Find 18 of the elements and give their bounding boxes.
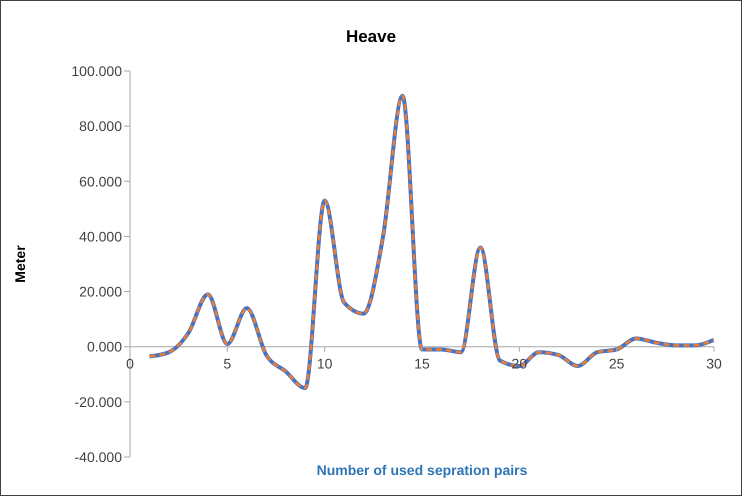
chart-title: Heave [344,27,398,47]
x-tick-label: 10 [316,356,333,372]
y-tick-label: 100.000 [71,62,122,79]
y-tick-label: 80.000 [79,118,122,134]
x-tick-label: 30 [706,356,722,372]
y-tick-label: 20.000 [79,284,122,300]
x-tick-label: 0 [126,356,134,372]
y-axis-title: Meter [12,244,28,283]
x-tick-label: 25 [608,356,625,372]
y-tick-label: -40.000 [74,448,122,465]
y-tick-label: 0.000 [86,338,122,355]
x-axis-title: Number of used sepration pairs [316,462,528,478]
x-tick-label: 15 [414,356,430,372]
y-tick-label: 60.000 [79,173,122,190]
y-tick-label: -20.000 [74,394,122,410]
x-tick-label: 20 [512,356,528,372]
y-tick-label: 40.000 [79,228,122,244]
x-tick-label: 5 [223,356,232,372]
